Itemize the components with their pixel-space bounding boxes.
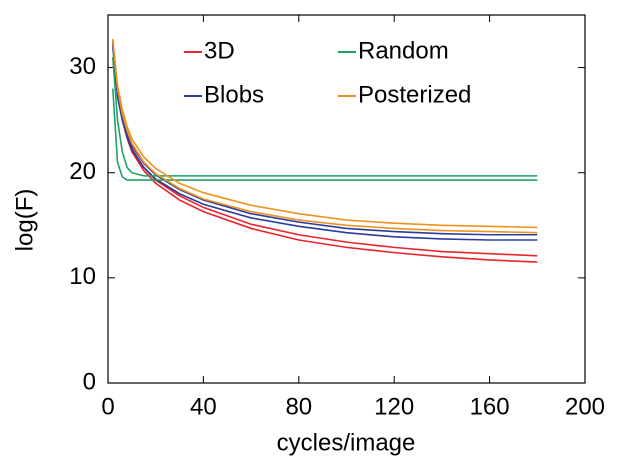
legend-label: Posterized (358, 81, 471, 108)
x-tick-label: 120 (374, 393, 414, 420)
x-axis-label: cycles/image (277, 429, 416, 456)
line (111, 46, 538, 241)
legend-label: Random (358, 37, 449, 64)
line (111, 39, 538, 229)
x-tick-label: 40 (190, 393, 217, 420)
line (111, 39, 538, 234)
y-tick-label: 0 (83, 368, 96, 395)
line (111, 41, 538, 263)
y-tick-label: 20 (69, 158, 96, 185)
x-tick-label: 200 (565, 393, 605, 420)
y-tick-label: 30 (69, 53, 96, 80)
line (111, 88, 538, 181)
x-tick-label: 80 (285, 393, 312, 420)
legend-label: Blobs (204, 81, 264, 108)
plot-frame (107, 14, 586, 384)
x-tick-label: 160 (470, 393, 510, 420)
legend-label: 3D (204, 37, 235, 64)
y-axis-label: log(F) (11, 189, 38, 252)
y-tick-label: 10 (69, 263, 96, 290)
x-tick-label: 0 (101, 393, 114, 420)
line (111, 56, 538, 177)
line (111, 43, 538, 236)
